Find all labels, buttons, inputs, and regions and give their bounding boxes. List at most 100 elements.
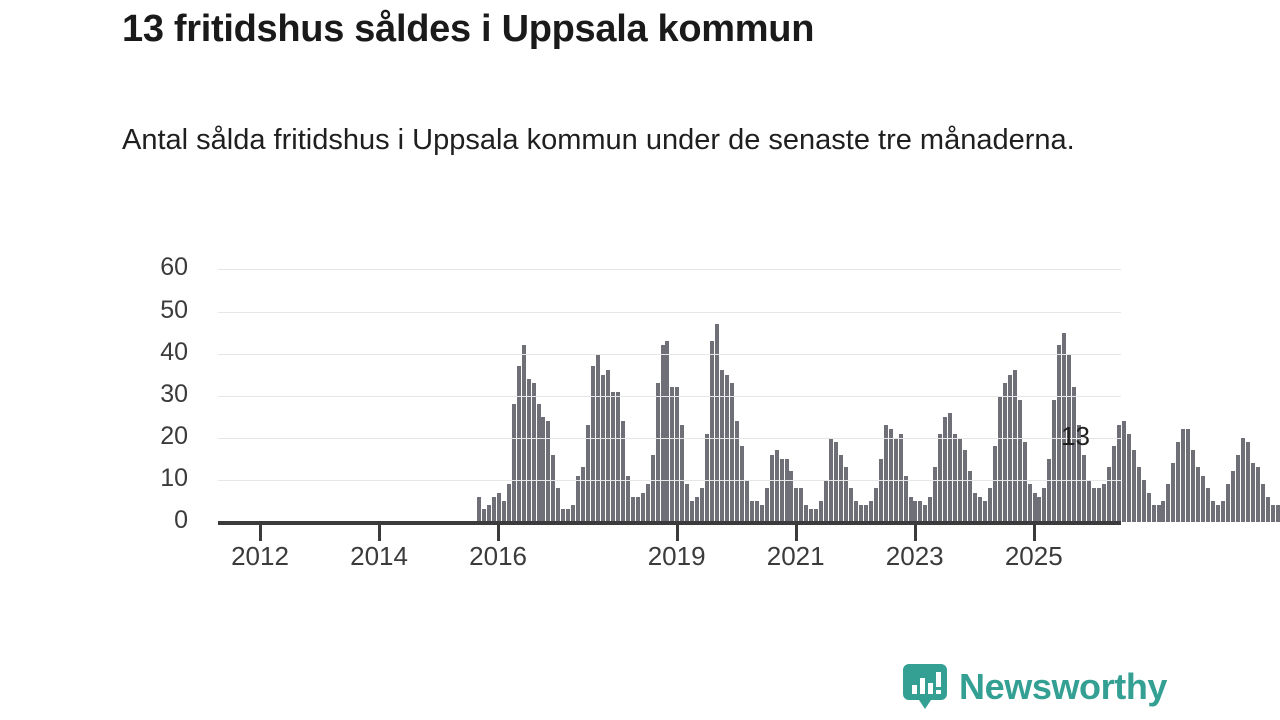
bar (625, 475, 631, 522)
bar (1087, 479, 1093, 522)
bar (734, 420, 740, 522)
bar (620, 420, 626, 522)
x-axis-line (218, 521, 1121, 525)
bar (531, 383, 537, 522)
bar (1240, 437, 1246, 522)
bar (1002, 383, 1008, 522)
bar (1191, 450, 1197, 522)
bar (824, 479, 830, 522)
bar (868, 500, 874, 522)
bar (903, 475, 909, 522)
bar (1181, 429, 1187, 522)
bar (1230, 471, 1236, 522)
y-axis-tick-label: 10 (160, 463, 188, 492)
bar (1082, 454, 1088, 522)
bar (809, 509, 815, 522)
x-axis-tick (259, 524, 262, 541)
bar (556, 488, 562, 522)
bar (1176, 442, 1182, 522)
newsworthy-logo-icon (903, 664, 947, 710)
bar (858, 505, 864, 522)
bar (610, 391, 616, 522)
bar (660, 345, 666, 522)
bar (1171, 463, 1177, 522)
bar (715, 324, 721, 522)
bar (749, 500, 755, 522)
bar (675, 387, 681, 522)
bar (1211, 500, 1217, 522)
bar (576, 475, 582, 522)
bar (923, 505, 929, 522)
gridline (218, 353, 1121, 355)
x-axis-tick-label: 2012 (231, 541, 289, 571)
bar (1206, 488, 1212, 522)
bar (591, 366, 597, 522)
bar (953, 433, 959, 522)
gridline (218, 311, 1121, 313)
plot-area (218, 261, 1280, 522)
x-axis-tick (794, 524, 798, 541)
bar (1032, 492, 1038, 522)
bar (680, 425, 686, 522)
bar (551, 454, 557, 522)
bar (814, 509, 820, 522)
x-axis-tick-label: 2019 (647, 541, 706, 571)
bar (1196, 467, 1202, 522)
bar (1221, 500, 1226, 522)
bar (690, 500, 696, 522)
bar (997, 395, 1003, 522)
bar (477, 496, 482, 522)
bar (779, 458, 785, 522)
bar (615, 391, 621, 522)
bar (571, 505, 577, 522)
bar (546, 420, 552, 522)
bar (506, 484, 512, 522)
bar (1126, 433, 1132, 522)
bar (759, 505, 765, 522)
gridline (218, 437, 1121, 439)
bar (1245, 442, 1251, 522)
bar (839, 454, 845, 522)
bar (1250, 463, 1256, 522)
x-axis-tick (913, 524, 917, 541)
bar (1022, 442, 1028, 522)
x-axis-tick-label: 2016 (469, 541, 527, 571)
x-axis-tick (378, 524, 382, 541)
y-axis-tick-label: 40 (160, 337, 188, 366)
bar (977, 496, 983, 522)
bar (486, 505, 492, 522)
bar (501, 500, 507, 522)
x-axis-tick-label: 2021 (766, 541, 825, 571)
bar (650, 454, 656, 522)
bar (744, 479, 750, 522)
bar (784, 458, 790, 522)
bar (1116, 425, 1122, 522)
bar (1270, 505, 1276, 522)
bar (1131, 450, 1137, 522)
newsworthy-logo: Newsworthy (903, 664, 1167, 710)
bar (1012, 370, 1018, 522)
bar (834, 442, 840, 522)
bar (536, 404, 542, 522)
bar (883, 425, 889, 522)
bar (1225, 484, 1231, 522)
bar (1156, 505, 1162, 522)
bar (670, 387, 676, 522)
bar (665, 340, 671, 522)
y-axis-tick-label: 0 (174, 506, 188, 534)
bar (1077, 425, 1083, 522)
bar (1062, 332, 1068, 522)
bar (1121, 420, 1127, 522)
bar (561, 509, 567, 522)
bar (933, 467, 939, 522)
bar (878, 458, 884, 522)
bar (710, 340, 716, 522)
bar (1111, 446, 1117, 522)
bar (1186, 429, 1192, 522)
bar (705, 433, 711, 522)
bar (898, 433, 904, 522)
bar (635, 496, 641, 522)
bar (605, 370, 611, 522)
